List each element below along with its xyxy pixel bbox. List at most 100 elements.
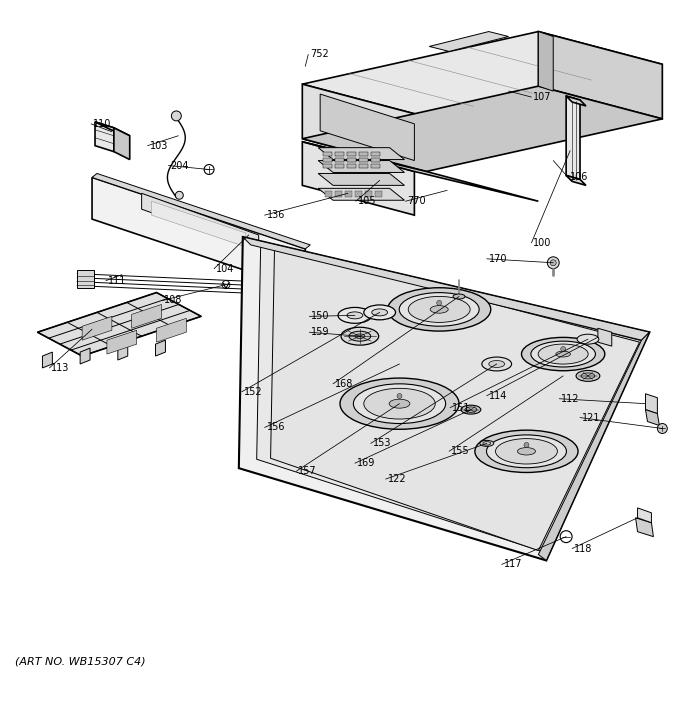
Polygon shape <box>318 188 405 201</box>
Polygon shape <box>318 148 405 159</box>
Text: 152: 152 <box>244 387 262 397</box>
Polygon shape <box>37 292 201 356</box>
Text: (ART NO. WB15307 C4): (ART NO. WB15307 C4) <box>15 657 146 667</box>
Polygon shape <box>638 508 651 523</box>
Polygon shape <box>355 191 362 197</box>
Ellipse shape <box>480 440 494 447</box>
Polygon shape <box>243 237 649 340</box>
Ellipse shape <box>522 337 605 371</box>
Polygon shape <box>323 158 332 161</box>
Ellipse shape <box>461 405 481 414</box>
Text: 122: 122 <box>388 474 406 484</box>
Polygon shape <box>539 32 554 91</box>
Text: 204: 204 <box>171 161 189 171</box>
Ellipse shape <box>556 351 571 357</box>
Polygon shape <box>156 340 165 356</box>
Ellipse shape <box>475 430 578 473</box>
Polygon shape <box>118 344 128 360</box>
Polygon shape <box>271 247 639 550</box>
Polygon shape <box>371 164 379 167</box>
Polygon shape <box>636 518 653 536</box>
Polygon shape <box>77 270 94 287</box>
Circle shape <box>171 111 182 121</box>
Polygon shape <box>318 161 405 172</box>
Text: 136: 136 <box>267 210 285 220</box>
Ellipse shape <box>399 292 479 327</box>
Polygon shape <box>345 191 352 197</box>
Circle shape <box>249 295 255 300</box>
Ellipse shape <box>577 334 599 344</box>
Polygon shape <box>82 316 112 340</box>
Ellipse shape <box>581 373 595 379</box>
Polygon shape <box>347 158 356 161</box>
Ellipse shape <box>465 407 477 413</box>
Text: 156: 156 <box>267 423 285 432</box>
Polygon shape <box>347 151 356 156</box>
Polygon shape <box>347 164 356 167</box>
Polygon shape <box>566 96 586 106</box>
Ellipse shape <box>364 305 396 320</box>
Circle shape <box>175 191 184 199</box>
Ellipse shape <box>486 435 566 468</box>
Ellipse shape <box>338 308 372 324</box>
Polygon shape <box>92 177 305 290</box>
Ellipse shape <box>489 361 505 368</box>
Ellipse shape <box>496 439 558 464</box>
Polygon shape <box>359 158 368 161</box>
Circle shape <box>253 279 258 285</box>
Circle shape <box>251 287 256 292</box>
Polygon shape <box>539 332 649 560</box>
Ellipse shape <box>347 312 363 319</box>
Ellipse shape <box>576 371 600 382</box>
Circle shape <box>255 271 260 277</box>
Ellipse shape <box>340 378 459 429</box>
Text: 114: 114 <box>489 391 507 401</box>
Text: 121: 121 <box>582 413 600 423</box>
Ellipse shape <box>349 332 371 341</box>
Circle shape <box>437 300 442 306</box>
Circle shape <box>524 442 529 447</box>
Polygon shape <box>320 94 414 161</box>
Polygon shape <box>335 158 344 161</box>
Text: 118: 118 <box>574 544 592 554</box>
Polygon shape <box>429 32 509 51</box>
Text: 111: 111 <box>108 276 126 286</box>
Polygon shape <box>92 174 310 249</box>
Polygon shape <box>303 84 426 172</box>
Ellipse shape <box>483 442 491 445</box>
Text: 168: 168 <box>335 379 354 389</box>
Polygon shape <box>303 142 414 215</box>
Polygon shape <box>335 191 342 197</box>
Ellipse shape <box>538 344 588 364</box>
Text: 159: 159 <box>311 327 330 337</box>
Ellipse shape <box>389 399 410 408</box>
Text: 151: 151 <box>452 403 471 413</box>
Polygon shape <box>303 32 662 117</box>
Ellipse shape <box>354 384 445 424</box>
Polygon shape <box>539 32 662 119</box>
Polygon shape <box>323 151 332 156</box>
Circle shape <box>561 347 566 352</box>
Polygon shape <box>598 328 612 346</box>
Polygon shape <box>95 122 114 151</box>
Ellipse shape <box>408 296 470 322</box>
Polygon shape <box>239 237 649 560</box>
Text: 108: 108 <box>165 295 183 306</box>
Text: 157: 157 <box>299 466 317 476</box>
Polygon shape <box>371 151 379 156</box>
Polygon shape <box>303 86 662 172</box>
Ellipse shape <box>355 334 364 338</box>
Polygon shape <box>42 352 52 368</box>
Text: 169: 169 <box>357 458 375 468</box>
Polygon shape <box>645 394 658 413</box>
Polygon shape <box>95 122 130 135</box>
Circle shape <box>547 257 559 269</box>
Ellipse shape <box>453 294 465 299</box>
Text: 103: 103 <box>150 140 168 151</box>
Text: 100: 100 <box>533 238 551 248</box>
Text: 770: 770 <box>407 196 426 206</box>
Polygon shape <box>335 151 344 156</box>
Text: 113: 113 <box>52 363 70 373</box>
Ellipse shape <box>517 447 535 455</box>
Polygon shape <box>364 191 372 197</box>
